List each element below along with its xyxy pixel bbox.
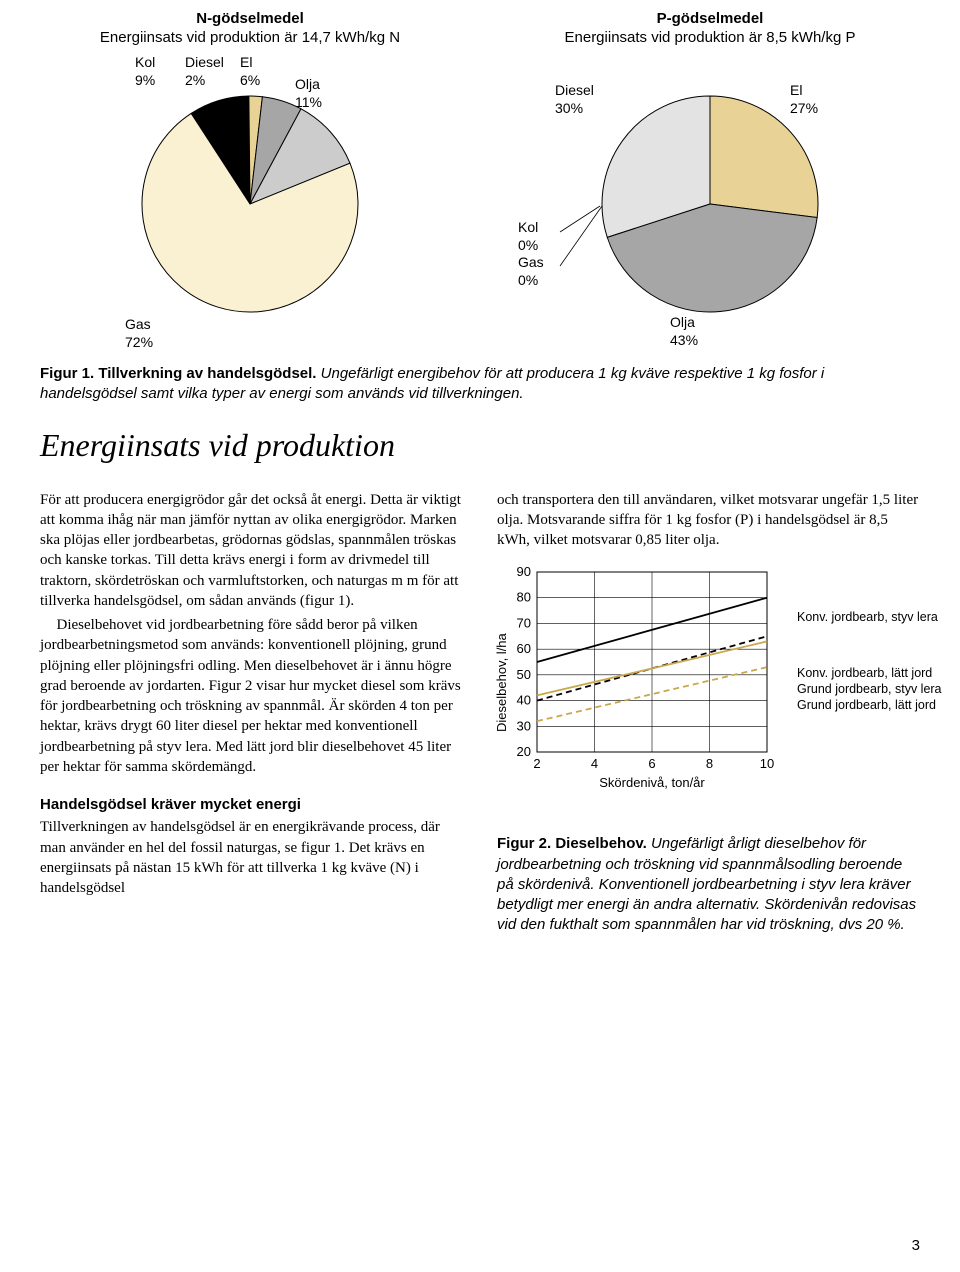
pie-n-chart: Kol9% Diesel2% El6% Olja11% Gas72%	[40, 54, 460, 354]
svg-text:10: 10	[760, 756, 774, 771]
pie-slice-label: Kol0%	[518, 219, 538, 254]
figure1-caption: Figur 1. Tillverkning av handelsgödsel. …	[40, 364, 920, 405]
column-left: För att producera energigrödor går det o…	[40, 490, 463, 940]
chart2-legend-item: Konv. jordbearb, lätt jord	[797, 666, 932, 682]
pie-slice-label: El6%	[240, 54, 260, 89]
svg-text:50: 50	[517, 667, 531, 682]
section-heading: Energiinsats vid produktion	[40, 427, 920, 464]
svg-text:2: 2	[533, 756, 540, 771]
chart2-legend-item: Grund jordbearb, styv lera	[797, 682, 942, 698]
pie-slice-label: Olja43%	[670, 314, 698, 349]
pie-n-block: N-gödselmedel Energiinsats vid produktio…	[40, 10, 460, 354]
figure2-number: Figur 2.	[497, 835, 551, 852]
pie-slice-label: Kol9%	[135, 54, 155, 89]
chart2-legend-item: Grund jordbearb, lätt jord	[797, 698, 936, 714]
left-p3: Tillverkningen av handelsgödsel är en en…	[40, 817, 463, 898]
svg-text:90: 90	[517, 564, 531, 579]
svg-text:60: 60	[517, 641, 531, 656]
right-p1: och transportera den till användaren, vi…	[497, 490, 920, 551]
pie-p-chart: Diesel30% El27% Kol0%Gas0% Olja43%	[500, 54, 920, 354]
svg-text:40: 40	[517, 693, 531, 708]
pie-p-block: P-gödselmedel Energiinsats vid produktio…	[500, 10, 920, 354]
left-h4: Handelsgödsel kräver mycket energi	[40, 795, 463, 815]
figure2-caption: Figur 2. Dieselbehov. Ungefärligt årligt…	[497, 834, 920, 935]
pie-p-title: P-gödselmedel	[500, 10, 920, 27]
columns: För att producera energigrödor går det o…	[40, 490, 920, 940]
svg-text:20: 20	[517, 744, 531, 759]
svg-text:4: 4	[591, 756, 598, 771]
svg-text:6: 6	[648, 756, 655, 771]
pie-slice-label: Diesel2%	[185, 54, 224, 89]
svg-text:80: 80	[517, 590, 531, 605]
column-right: och transportera den till användaren, vi…	[497, 490, 920, 940]
figure2-subtitle: Dieselbehov.	[555, 835, 646, 852]
page-number: 3	[912, 1237, 920, 1254]
pie-p-subtitle: Energiinsats vid produktion är 8,5 kWh/k…	[500, 29, 920, 46]
chart2-legend-item: Konv. jordbearb, styv lera	[797, 610, 938, 626]
pie-n-title: N-gödselmedel	[40, 10, 460, 27]
figure1-subtitle: Tillverkning av handelsgödsel.	[98, 365, 316, 382]
pie-row: N-gödselmedel Energiinsats vid produktio…	[40, 10, 920, 354]
diesel-chart: 2468102030405060708090Dieselbehov, l/haS…	[497, 564, 920, 814]
svg-text:8: 8	[706, 756, 713, 771]
pie-slice-label: Olja11%	[295, 76, 322, 111]
svg-text:70: 70	[517, 616, 531, 631]
pie-slice-label: Gas72%	[125, 316, 153, 351]
pie-n-subtitle: Energiinsats vid produktion är 14,7 kWh/…	[40, 29, 460, 46]
pie-slice-label: El27%	[790, 82, 818, 117]
svg-text:30: 30	[517, 719, 531, 734]
left-p2: Dieselbehovet vid jordbearbetning före s…	[40, 615, 463, 777]
chart2-xlabel: Skördenivå, ton/år	[537, 774, 767, 792]
pie-slice-label: Gas0%	[518, 254, 544, 289]
left-p1: För att producera energigrödor går det o…	[40, 490, 463, 612]
pie-slice-label: Diesel30%	[555, 82, 594, 117]
figure1-number: Figur 1.	[40, 365, 94, 382]
chart2-ylabel: Dieselbehov, l/ha	[493, 633, 511, 732]
